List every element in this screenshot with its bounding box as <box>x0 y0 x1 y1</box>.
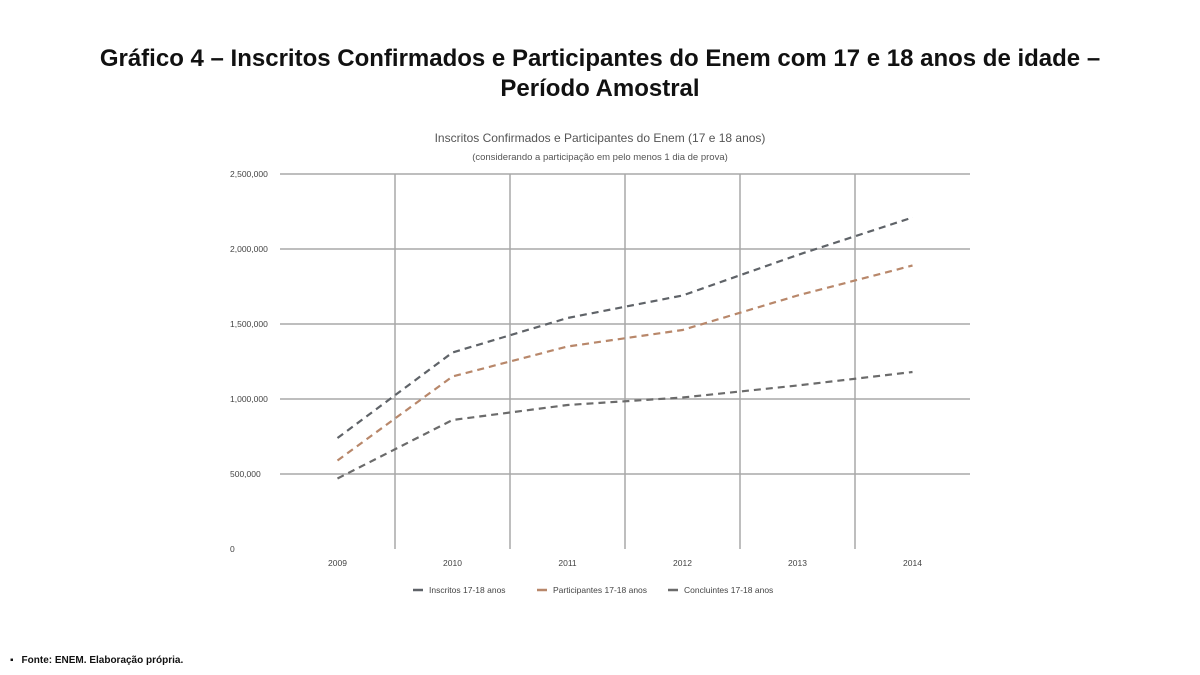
source-note: ▪ Fonte: ENEM. Elaboração própria. <box>10 655 183 666</box>
series-line-0 <box>336 216 913 439</box>
chart-title: Inscritos Confirmados e Participantes do… <box>435 131 766 145</box>
y-tick-label: 1,000,000 <box>230 394 268 404</box>
y-tick-label: 500,000 <box>230 469 261 479</box>
source-text: Fonte: ENEM. Elaboração própria. <box>21 655 184 666</box>
series-line-1 <box>336 264 913 462</box>
y-tick-label: 0 <box>230 544 235 554</box>
legend-label: Concluintes 17-18 anos <box>684 585 773 595</box>
legend-label: Inscritos 17-18 anos <box>429 585 506 595</box>
x-tick-label: 2010 <box>443 558 462 568</box>
y-tick-label: 1,500,000 <box>230 319 268 329</box>
y-tick-label: 2,000,000 <box>230 244 268 254</box>
bullet-icon: ▪ <box>10 655 14 666</box>
x-tick-label: 2009 <box>328 558 347 568</box>
chart-subtitle: (considerando a participação em pelo men… <box>472 152 728 163</box>
x-tick-label: 2014 <box>903 558 922 568</box>
x-tick-label: 2012 <box>673 558 692 568</box>
slide-title: Gráfico 4 – Inscritos Confirmados e Part… <box>99 45 1101 102</box>
x-tick-label: 2011 <box>558 558 577 568</box>
x-tick-label: 2013 <box>788 558 807 568</box>
y-tick-label: 2,500,000 <box>230 169 268 179</box>
legend-label: Participantes 17-18 anos <box>553 585 647 595</box>
series-line-2 <box>337 370 913 480</box>
